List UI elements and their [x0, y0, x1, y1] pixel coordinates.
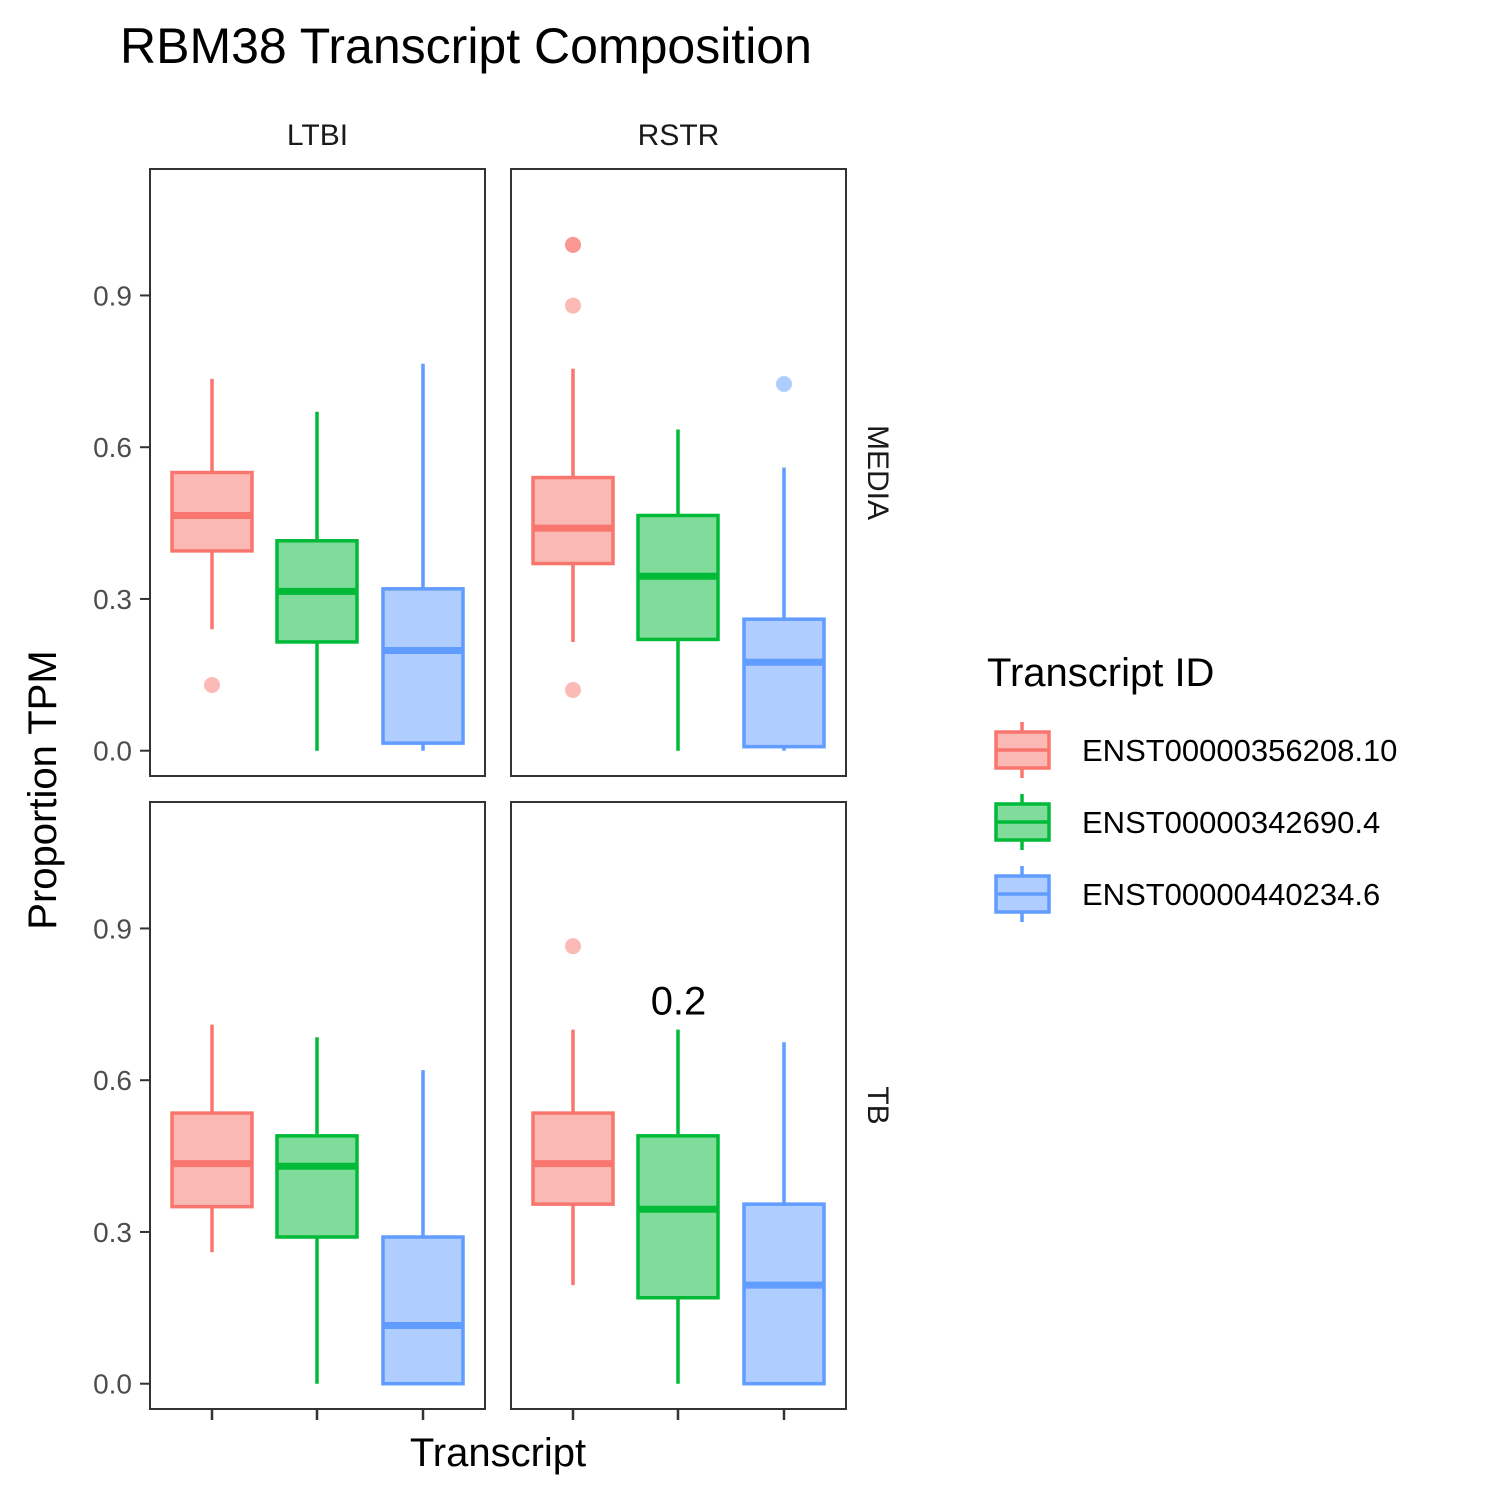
box-ENST00000342690.4	[636, 429, 720, 751]
legend-label: ENST00000342690.4	[1082, 805, 1380, 840]
y-tick-label: 0.9	[93, 913, 132, 944]
y-tick-label: 0.3	[93, 584, 132, 615]
y-tick-label: 0.0	[93, 736, 132, 767]
panel-border	[510, 168, 847, 777]
panel-tb-rstr: TB 0.2	[510, 801, 894, 1420]
panel-media-ltbi: LTBI 0.0 0.3 0.6 0.9	[93, 119, 486, 777]
panel-tb-ltbi: 0.0 0.3 0.6 0.9	[93, 801, 486, 1420]
strip-label-tb: TB	[861, 1086, 894, 1124]
legend-key-ENST00000440234.6	[994, 866, 1051, 922]
iqr-box	[742, 617, 826, 749]
y-tick-label: 0.6	[93, 432, 132, 463]
box-ENST00000356208.10	[170, 1024, 254, 1253]
box-ENST00000440234.6	[742, 1042, 826, 1386]
y-tick-label: 0.3	[93, 1217, 132, 1248]
box-ENST00000440234.6	[742, 375, 826, 751]
box-ENST00000356208.10	[531, 236, 615, 699]
y-tick-label: 0.0	[93, 1369, 132, 1400]
iqr-box	[170, 470, 254, 553]
outlier-point	[776, 375, 792, 392]
strip-label-rstr: RSTR	[638, 119, 720, 152]
box-ENST00000356208.10	[170, 378, 254, 693]
panel-border	[149, 168, 486, 777]
legend-title: Transcript ID	[987, 651, 1214, 695]
strip-label-media: MEDIA	[861, 425, 894, 520]
y-tick-label: 0.6	[93, 1065, 132, 1096]
iqr-box	[742, 1202, 826, 1386]
outlier-point	[204, 676, 220, 693]
outlier-point	[565, 297, 581, 314]
iqr-box	[531, 475, 615, 566]
panel-media-rstr: RSTR MEDIA	[510, 119, 894, 777]
iqr-box	[531, 1111, 615, 1206]
y-axis-title: Proportion TPM	[21, 650, 65, 929]
y-tick-label: 0.9	[93, 280, 132, 311]
iqr-box	[275, 1134, 359, 1239]
legend-label: ENST00000356208.10	[1082, 733, 1397, 768]
iqr-box	[636, 1134, 720, 1300]
legend: Transcript ID ENST00000356208.10 ENST0000…	[987, 651, 1397, 922]
legend-label: ENST00000440234.6	[1082, 877, 1380, 912]
iqr-box	[381, 1235, 465, 1386]
box-ENST00000342690.4	[636, 1029, 720, 1384]
iqr-box	[381, 587, 465, 745]
x-axis-title: Transcript	[410, 1431, 586, 1475]
legend-key-ENST00000356208.10	[994, 722, 1051, 778]
outlier-point	[565, 682, 581, 699]
outlier-point	[565, 236, 581, 253]
box-ENST00000440234.6	[381, 363, 465, 751]
legend-key-ENST00000342690.4	[994, 794, 1051, 850]
box-ENST00000342690.4	[275, 411, 359, 751]
iqr-box	[170, 1111, 254, 1209]
box-ENST00000440234.6	[381, 1070, 465, 1386]
chart-title: RBM38 Transcript Composition	[120, 18, 812, 74]
box-ENST00000342690.4	[275, 1037, 359, 1384]
outlier-point	[565, 938, 581, 955]
box-ENST00000356208.10	[531, 938, 615, 1286]
strip-label-ltbi: LTBI	[287, 119, 348, 152]
panel-annotation: 0.2	[651, 979, 707, 1023]
facet-panels: LTBI 0.0 0.3 0.6 0.9 RSTR MEDIA 0.0 0.3 0.6 0.9 TB 0…	[93, 119, 894, 1420]
